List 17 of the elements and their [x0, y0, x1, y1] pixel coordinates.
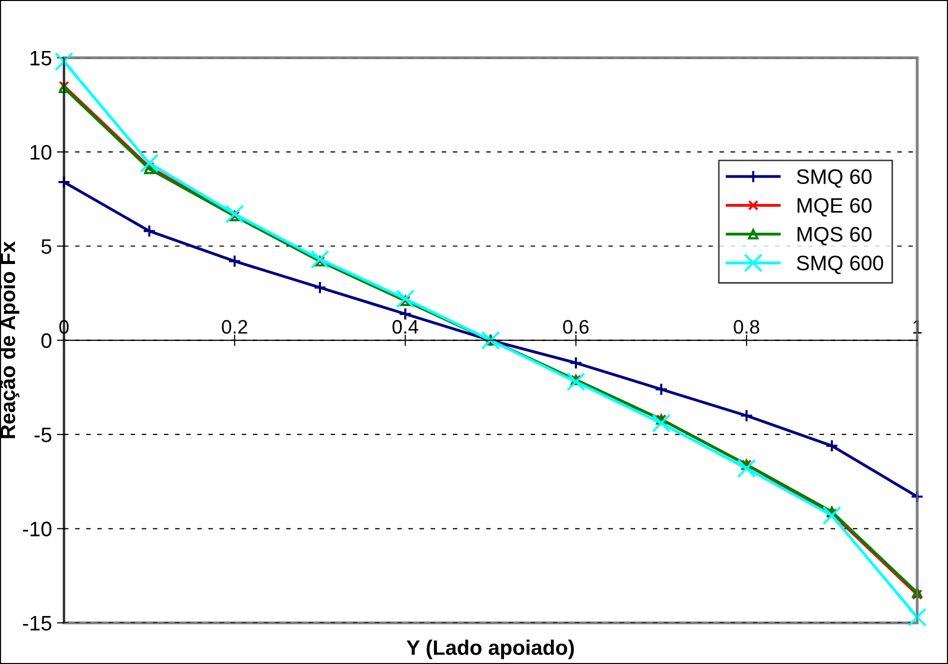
y-axis-title: Reação de Apoio Fx [0, 241, 20, 438]
y-tick-label: 0 [41, 333, 52, 348]
y-tick-label: -5 [34, 428, 52, 442]
x-tick-label: 0.2 [222, 320, 248, 334]
legend-label: MQS 60 [798, 226, 872, 246]
legend-label: SMQ 60 [796, 169, 872, 188]
legend-label: MQE 60 [798, 198, 872, 217]
x-tick-label: 0.6 [563, 320, 589, 334]
y-tick-label: -10 [23, 522, 52, 536]
y-tick-label: 10 [30, 144, 52, 160]
x-tick-label: 0.4 [392, 320, 418, 334]
legend-label: SMQ 600 [796, 256, 884, 274]
y-tick-label: -15 [23, 616, 52, 631]
x-tick-label: 0.8 [734, 320, 760, 334]
y-tick-label: 15 [30, 50, 52, 66]
y-tick-label: 5 [41, 239, 52, 254]
x-axis-title: Y (Lado apoiado) [406, 640, 574, 660]
